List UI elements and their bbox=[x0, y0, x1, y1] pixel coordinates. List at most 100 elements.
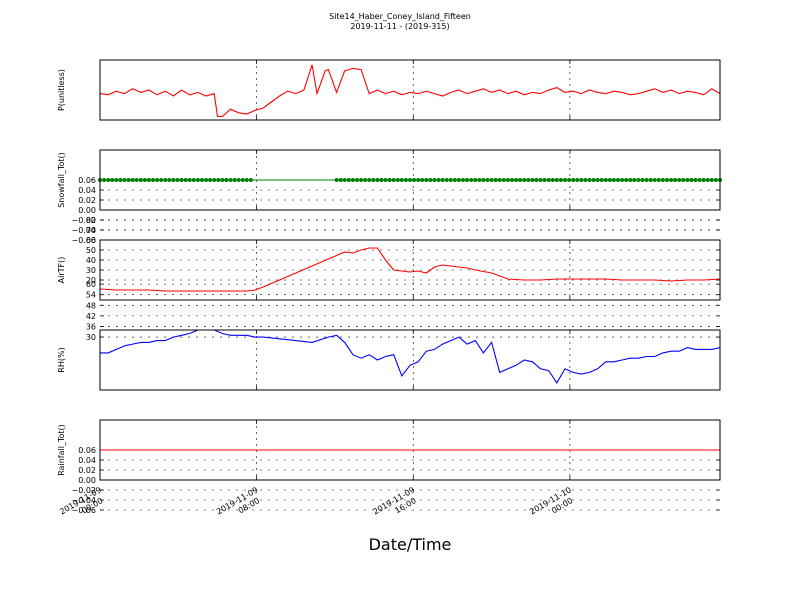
series-point bbox=[591, 178, 596, 182]
series-point bbox=[216, 178, 221, 182]
series-point bbox=[648, 178, 653, 182]
series-point bbox=[191, 178, 196, 182]
series-point bbox=[616, 178, 620, 182]
series-point bbox=[138, 178, 143, 182]
series-point bbox=[452, 178, 457, 182]
y-tick-label: −0.06 bbox=[71, 506, 96, 515]
series-point bbox=[428, 178, 433, 182]
series-point bbox=[204, 178, 209, 182]
y-tick-label: 48 bbox=[86, 301, 96, 310]
y-tick-label: 20 bbox=[86, 276, 96, 285]
series-point bbox=[420, 178, 425, 182]
series-point bbox=[599, 178, 604, 182]
panel-1: 1.031.041.051.061.071.08P(unitless) bbox=[57, 59, 721, 121]
series-point bbox=[489, 178, 494, 182]
y-tick-label: 0.04 bbox=[78, 456, 96, 465]
chart-title-line2: 2019-11-11 - (2019-315) bbox=[350, 22, 449, 31]
axes-frame bbox=[99, 59, 721, 121]
y-tick-label: 0.06 bbox=[78, 176, 96, 185]
series-point bbox=[195, 178, 200, 182]
series-point bbox=[522, 178, 527, 182]
series-point bbox=[212, 178, 217, 182]
series-point bbox=[636, 178, 641, 182]
chart-title-line1: Site14_Haber_Coney_Island_Fifteen bbox=[329, 12, 471, 21]
y-tick-label: −0.02 bbox=[71, 216, 96, 225]
series-point bbox=[665, 178, 669, 182]
series-point bbox=[603, 178, 608, 182]
series-point bbox=[187, 178, 192, 182]
y-tick-label: −0.02 bbox=[71, 486, 96, 495]
y-tick-label: 40 bbox=[86, 256, 96, 265]
series-point bbox=[130, 178, 135, 182]
series-point bbox=[534, 178, 539, 182]
series-point bbox=[118, 178, 123, 182]
y-tick-label: 0.00 bbox=[78, 476, 96, 485]
series-point bbox=[681, 178, 686, 182]
series-point bbox=[171, 178, 176, 182]
y-tick-label: −0.04 bbox=[71, 496, 96, 505]
series-point bbox=[493, 178, 498, 182]
series-point bbox=[624, 178, 629, 182]
y-tick-label: −0.04 bbox=[71, 226, 96, 235]
y-tick-label: 0.04 bbox=[78, 186, 96, 195]
series-point bbox=[391, 178, 396, 182]
series-line bbox=[100, 329, 721, 384]
series-point bbox=[652, 178, 657, 182]
series-point bbox=[375, 178, 380, 182]
panel-5: −0.06−0.04−0.020.000.020.040.06 Rainfall_… bbox=[57, 419, 721, 515]
y-tick-label: 80 bbox=[86, 216, 96, 225]
y-tick-label: 0.06 bbox=[78, 446, 96, 455]
series-point bbox=[334, 178, 339, 182]
series-point bbox=[567, 178, 572, 182]
series-point bbox=[367, 178, 372, 182]
x-tick-labels: 2019-11-0900:00 2019-11-0908:00 2019-11-09… bbox=[58, 485, 574, 525]
series-point bbox=[432, 178, 437, 182]
series-point bbox=[693, 178, 698, 182]
series-point bbox=[583, 178, 588, 182]
series-point bbox=[538, 178, 543, 182]
series-point bbox=[240, 178, 245, 182]
series-point bbox=[146, 178, 151, 182]
axes-frame bbox=[99, 329, 721, 391]
series-point bbox=[554, 178, 559, 182]
series-point bbox=[436, 178, 441, 182]
series-point bbox=[607, 178, 612, 182]
series-point bbox=[408, 178, 412, 182]
series-point bbox=[220, 178, 225, 182]
series-point bbox=[248, 178, 253, 182]
series-point bbox=[232, 178, 237, 182]
series-point bbox=[106, 178, 111, 182]
series-point bbox=[587, 178, 592, 182]
y-tick-label: 30 bbox=[86, 333, 96, 342]
series-point bbox=[713, 178, 718, 182]
x-tick-label: 2019-11-0908:00 bbox=[215, 485, 265, 525]
y-tick-label: 0.02 bbox=[78, 196, 96, 205]
series-point bbox=[469, 178, 474, 182]
series-point bbox=[403, 178, 408, 182]
series-point bbox=[183, 178, 188, 182]
series-point bbox=[550, 178, 555, 182]
series-point bbox=[709, 178, 714, 182]
series-point bbox=[448, 178, 453, 182]
y-tick-label: 42 bbox=[86, 312, 96, 321]
y-axis-label: P(unitless) bbox=[57, 69, 66, 111]
series-point bbox=[473, 178, 478, 182]
series-point bbox=[546, 178, 551, 182]
series-point bbox=[477, 178, 482, 182]
x-tick-label: 2019-11-0916:00 bbox=[371, 485, 421, 525]
series-point bbox=[571, 178, 576, 182]
series-point bbox=[236, 178, 241, 182]
panels: 1.031.041.051.061.071.08P(unitless) −0.06… bbox=[57, 59, 722, 515]
y-tick-label: 54 bbox=[86, 291, 96, 300]
series-point bbox=[167, 178, 172, 182]
series-point bbox=[628, 178, 633, 182]
series-point bbox=[563, 178, 567, 182]
series-point bbox=[412, 178, 417, 182]
series-point bbox=[114, 178, 119, 182]
series-point bbox=[656, 178, 661, 182]
y-axis-label: RH(%) bbox=[57, 347, 66, 372]
series-point bbox=[685, 178, 690, 182]
